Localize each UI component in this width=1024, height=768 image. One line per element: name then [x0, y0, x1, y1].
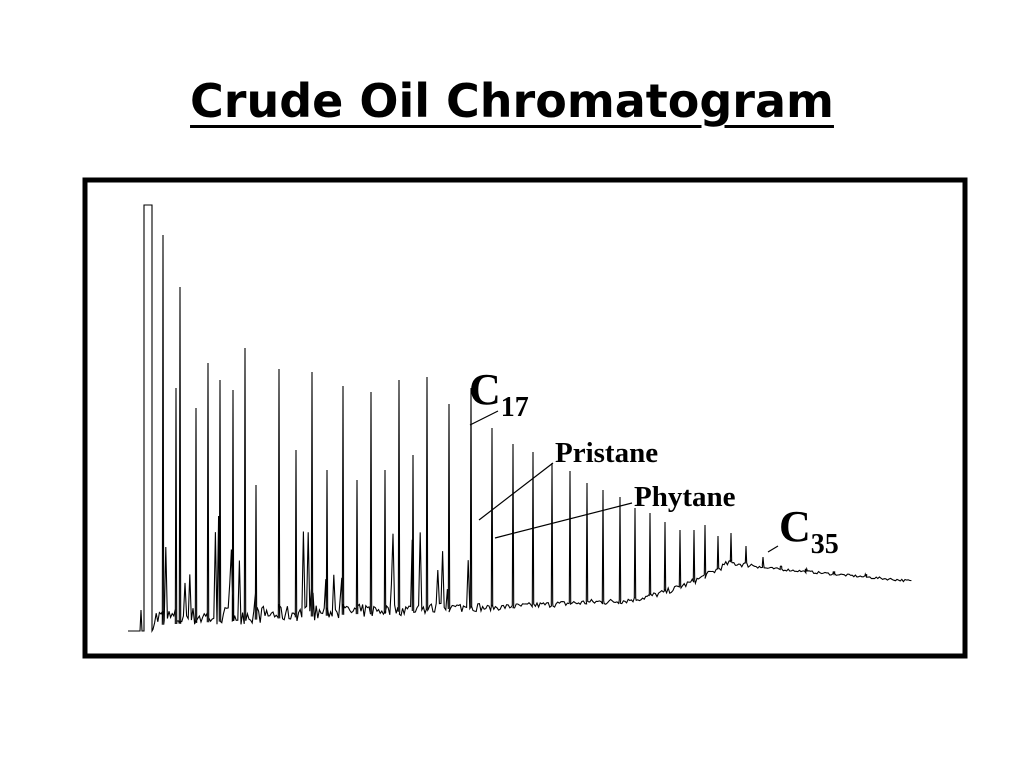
- pointer-c35: [767, 545, 779, 553]
- trace: [128, 204, 912, 634]
- c17-label: C17: [469, 365, 529, 423]
- c17-base: C: [469, 365, 501, 414]
- c35-label: C35: [779, 502, 839, 560]
- signal-trace: [128, 204, 912, 634]
- pointer-c17: [469, 410, 499, 426]
- c35-sub: 35: [811, 529, 839, 560]
- frame: [82, 177, 968, 659]
- c17-sub: 17: [501, 392, 529, 423]
- slide-title: Crude Oil Chromatogram: [190, 74, 834, 128]
- pristane-label: Pristane: [555, 437, 658, 469]
- c35-base: C: [779, 502, 811, 551]
- pointer-pristane: [478, 462, 554, 521]
- phytane-label: Phytane: [634, 481, 736, 513]
- pointer-lines: [469, 410, 779, 553]
- pointer-phytane: [494, 502, 633, 539]
